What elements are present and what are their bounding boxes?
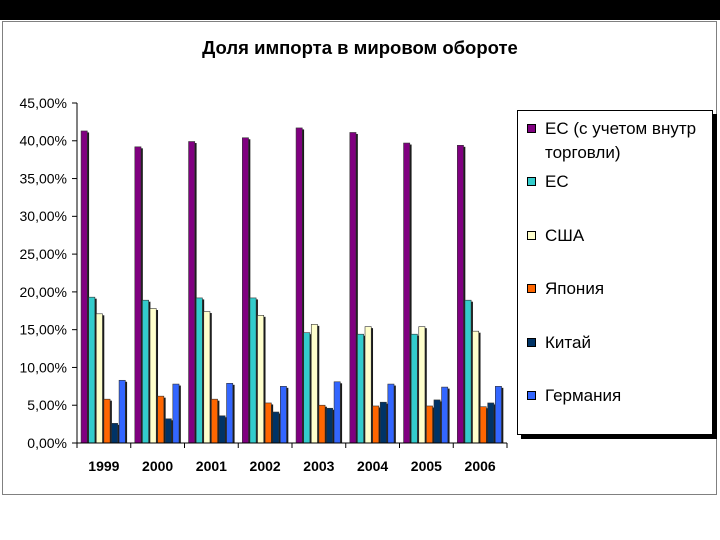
top-bar (0, 0, 720, 20)
legend-swatch (527, 284, 536, 294)
bar-2002-series-1 (242, 137, 249, 444)
bar-2001-series-4 (211, 398, 218, 444)
bar-2002-series-3 (257, 315, 265, 444)
x-tick-label: 2001 (196, 458, 227, 474)
bar-2004-series-2 (357, 333, 364, 444)
x-tick-label: 2004 (357, 458, 388, 474)
bar-2001-series-1 (188, 141, 196, 444)
bar-2006-series-1 (457, 145, 464, 444)
bar-2000-series-2 (142, 299, 149, 444)
legend-item-eu-incl-internal-trade: ЕС (с учетом внутр торговли) (518, 117, 712, 167)
x-tick-label: 2002 (250, 458, 281, 474)
y-tick-label: 20,00% (20, 284, 67, 300)
bar-2000-series-5 (164, 418, 172, 444)
legend: ЕС (с учетом внутр торговли) ЕС США Япон… (517, 110, 713, 435)
legend-label: США (545, 225, 585, 245)
bar-2000-series-4 (157, 395, 165, 444)
legend-swatch (527, 124, 536, 133)
bar-2003-series-5 (326, 407, 333, 444)
x-tick-label: 1999 (88, 458, 119, 474)
bar-2005-series-1 (403, 142, 411, 444)
y-tick-label: 0,00% (27, 435, 67, 451)
bar-2004-series-5 (379, 401, 387, 444)
bar-2001-series-5 (218, 415, 226, 444)
bar-2006-series-4 (479, 406, 487, 444)
bar-2003-series-6 (333, 381, 341, 444)
bar-2003-series-4 (318, 404, 326, 444)
bar-2005-series-3 (418, 326, 426, 444)
bar-2004-series-6 (387, 383, 395, 444)
bar-2003-series-2 (303, 332, 311, 444)
bar-2001-series-6 (226, 383, 234, 444)
bar-2005-series-5 (433, 399, 441, 444)
bar-2006-series-2 (464, 299, 472, 444)
bar-2000-series-1 (134, 146, 142, 444)
bar-2002-series-6 (280, 386, 287, 444)
bar-2003-series-3 (310, 324, 318, 444)
legend-item-china: Китай (518, 331, 712, 381)
legend-swatch (527, 391, 536, 400)
x-tick-label: 2006 (465, 458, 496, 474)
legend-item-germany: Германия (518, 384, 712, 434)
legend-item-japan: Япония (518, 277, 712, 327)
bar-2005-series-6 (441, 386, 449, 444)
legend-label: Германия (545, 386, 622, 405)
bar-2006-series-5 (487, 402, 495, 444)
bar-2004-series-4 (372, 405, 380, 444)
y-tick-label: 35,00% (20, 170, 67, 186)
bar-2000-series-6 (172, 383, 180, 444)
bar-2002-series-4 (264, 402, 272, 444)
bar-2002-series-2 (249, 297, 257, 444)
bar-2001-series-3 (203, 311, 211, 444)
bar-2005-series-4 (426, 405, 433, 444)
chart-title: Доля импорта в мировом обороте (202, 37, 518, 58)
legend-swatch (527, 177, 536, 187)
bar-2002-series-5 (272, 411, 280, 444)
x-tick-label: 2003 (303, 458, 334, 474)
legend-label: ЕС (с учетом внутр торговли) (545, 119, 697, 162)
y-tick-label: 15,00% (20, 322, 67, 338)
legend-label: Китай (545, 332, 591, 352)
legend-swatch (527, 337, 536, 347)
y-tick-label: 40,00% (20, 133, 67, 149)
y-tick-label: 25,00% (20, 246, 67, 262)
bar-2006-series-3 (472, 330, 480, 444)
bar-1999-series-6 (118, 379, 126, 444)
y-tick-label: 30,00% (20, 208, 67, 224)
bar-1999-series-2 (88, 296, 96, 444)
bars (80, 127, 504, 444)
bar-2005-series-2 (410, 333, 418, 444)
y-tick-label: 10,00% (20, 359, 67, 375)
bar-2006-series-6 (495, 386, 502, 444)
legend-item-eu: ЕС (518, 170, 712, 220)
legend-swatch (527, 230, 536, 240)
bar-1999-series-3 (95, 313, 103, 444)
bar-1999-series-4 (103, 398, 111, 444)
legend-label: ЕС (545, 172, 569, 192)
x-tick-label: 2000 (142, 458, 173, 474)
y-tick-label: 5,00% (27, 397, 67, 413)
bar-1999-series-5 (111, 423, 118, 444)
bar-2004-series-1 (349, 132, 357, 444)
x-tick-label: 2005 (411, 458, 442, 474)
legend-item-usa: США (518, 224, 712, 274)
legend-label: Япония (545, 279, 605, 299)
bar-2000-series-3 (149, 308, 157, 444)
bar-2003-series-1 (295, 127, 303, 444)
bar-1999-series-1 (80, 130, 88, 444)
bar-2004-series-3 (364, 326, 372, 444)
bar-2001-series-2 (195, 297, 203, 444)
y-tick-label: 45,00% (20, 95, 67, 111)
